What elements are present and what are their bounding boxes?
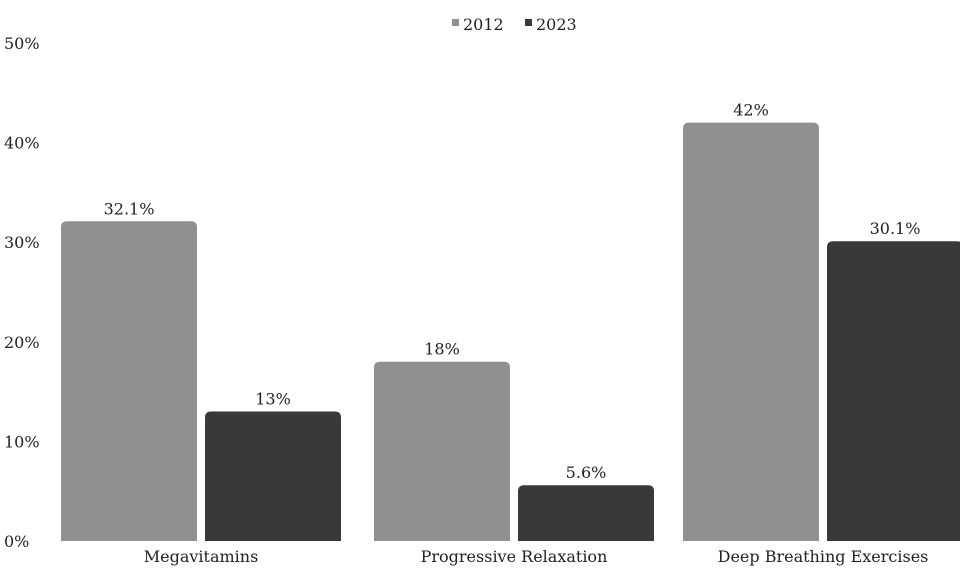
data-label: 18% xyxy=(424,340,460,359)
legend-swatch xyxy=(452,19,459,26)
y-tick-label: 20% xyxy=(4,333,40,352)
legend: 2012 2023 xyxy=(452,15,577,34)
data-label: 5.6% xyxy=(566,463,607,482)
x-category-label: Megavitamins xyxy=(144,547,259,566)
x-category-label: Deep Breathing Exercises xyxy=(718,547,929,566)
bar-2012-megavitamins xyxy=(61,221,197,541)
bar-2023-deep-breathing-exercises xyxy=(827,241,960,541)
bars: 32.1% 13% 18% 5.6% 42% 30.1% xyxy=(61,101,960,542)
legend-label: 2012 xyxy=(463,15,504,34)
y-tick-label: 50% xyxy=(4,34,40,53)
data-label: 42% xyxy=(733,101,769,120)
x-category-label: Progressive Relaxation xyxy=(421,547,608,566)
x-axis: Megavitamins Progressive Relaxation Deep B… xyxy=(144,547,929,566)
bar-2023-progressive-relaxation xyxy=(518,485,654,541)
y-tick-label: 0% xyxy=(4,532,29,551)
data-label: 13% xyxy=(255,390,291,409)
bar-2023-megavitamins xyxy=(205,411,341,541)
data-label: 32.1% xyxy=(104,199,155,218)
data-label: 30.1% xyxy=(870,219,921,238)
y-tick-label: 10% xyxy=(4,432,40,451)
legend-label: 2023 xyxy=(536,15,577,34)
y-tick-label: 40% xyxy=(4,134,40,153)
bar-2012-progressive-relaxation xyxy=(374,361,510,541)
bar-2012-deep-breathing-exercises xyxy=(683,122,819,542)
y-tick-label: 30% xyxy=(4,233,40,252)
legend-swatch xyxy=(525,19,532,26)
y-axis: 0% 10% 20% 30% 40% 50% xyxy=(4,34,40,551)
